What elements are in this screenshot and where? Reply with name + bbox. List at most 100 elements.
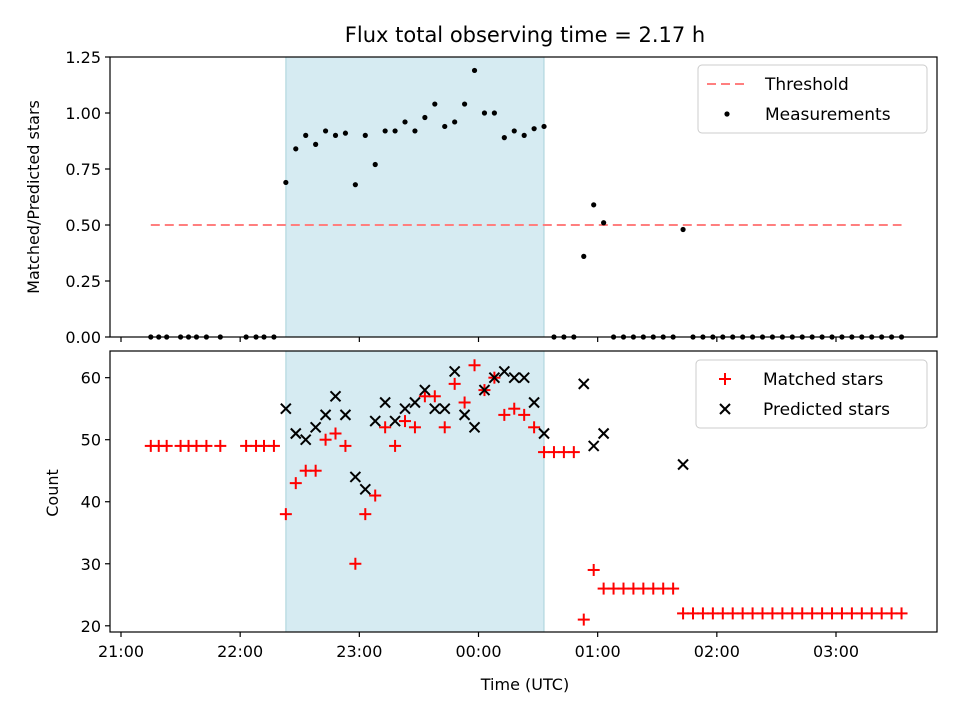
- matched-star-point: [160, 439, 173, 452]
- measurement-point: [501, 135, 507, 141]
- predicted-star-point: [329, 390, 342, 402]
- measurement-point: [452, 119, 458, 125]
- matched-star-point: [468, 359, 481, 372]
- predicted-star-point: [677, 458, 689, 471]
- matched-star-point: [438, 421, 451, 434]
- measurement-point: [372, 161, 378, 168]
- predicted-star-point: [300, 433, 312, 446]
- predicted-star-point: [379, 396, 391, 409]
- predicted-star-point: [429, 402, 441, 415]
- predicted-star-point: [488, 371, 501, 384]
- predicted-star-point: [280, 402, 292, 415]
- matched-star-point: [309, 464, 322, 477]
- y-tick-label: 0.50: [65, 216, 101, 235]
- x-tick-label: 23:00: [336, 642, 382, 661]
- top-y-axis-label: Matched/Predicted stars: [24, 100, 43, 294]
- predicted-star-point: [319, 409, 332, 421]
- matched-star-point: [408, 421, 421, 434]
- predicted-star-point: [468, 421, 481, 434]
- matched-star-point: [587, 563, 600, 576]
- predicted-star-point: [409, 396, 421, 409]
- measurement-point: [471, 67, 478, 74]
- predicted-star-point: [419, 384, 431, 396]
- predicted-star-point: [339, 409, 352, 421]
- top-shaded-span: [285, 56, 545, 338]
- measurement-point: [303, 132, 309, 138]
- matched-star-point: [518, 408, 531, 421]
- measurement-point: [332, 132, 339, 138]
- matched-star-point: [339, 439, 352, 452]
- chart-title: Flux total observing time = 2.17 h: [345, 23, 705, 47]
- measurement-point: [601, 220, 607, 226]
- y-tick-label: 50: [81, 431, 101, 450]
- y-tick-label: 1.00: [65, 104, 101, 123]
- bottom-y-axis-label: Count: [43, 469, 62, 517]
- x-tick-label: 02:00: [694, 642, 740, 661]
- predicted-star-point: [448, 365, 461, 378]
- predicted-star-point: [597, 427, 610, 440]
- measurement-point: [591, 202, 597, 208]
- bottom-legend-box: [695, 359, 928, 429]
- bottom-x-ticks: 21:00 22:00 23:00 00:00 01:00 02:00 03:00: [98, 632, 859, 661]
- measurement-point: [581, 253, 587, 259]
- legend-threshold-label: Threshold: [764, 75, 849, 95]
- x-tick-label: 21:00: [98, 642, 144, 661]
- measurement-point: [461, 101, 468, 107]
- x-tick-label: 22:00: [217, 642, 263, 661]
- predicted-star-point: [478, 384, 491, 396]
- y-tick-label: 0.00: [65, 328, 101, 347]
- predicted-star-point: [369, 415, 381, 427]
- y-tick-label: 60: [81, 369, 101, 388]
- measurement-point: [382, 128, 388, 134]
- predicted-star-point: [528, 396, 540, 409]
- predicted-star-point: [309, 421, 322, 434]
- predicted-star-point: [518, 371, 530, 384]
- y-tick-label: 30: [81, 555, 101, 574]
- x-axis-label: Time (UTC): [480, 675, 569, 694]
- matched-star-point: [279, 508, 292, 521]
- matched-star-point: [359, 508, 372, 521]
- top-measurement-points: [148, 67, 905, 340]
- measurement-point: [481, 110, 488, 116]
- x-tick-label: 03:00: [813, 642, 859, 661]
- y-tick-label: 1.25: [65, 48, 101, 67]
- top-panel: 0.00 0.25 0.50 0.75 1.00 1.25 Matched/Predict…: [24, 48, 938, 347]
- measurement-point: [680, 226, 686, 233]
- x-tick-label: 00:00: [455, 642, 501, 661]
- x-tick-label: 01:00: [575, 642, 621, 661]
- legend-measurements-label: Measurements: [765, 105, 891, 125]
- measurement-point: [442, 123, 448, 130]
- measurement-point: [362, 132, 368, 138]
- legend-measurements-swatch: [724, 111, 730, 117]
- bottom-panel: 20 30 40 50 60 21:00 22:00 23:00 00:00 01:00 02:0…: [43, 350, 938, 694]
- matched-star-point: [349, 557, 362, 570]
- measurement-point: [342, 130, 349, 136]
- measurement-point: [531, 126, 537, 132]
- measurement-point: [322, 128, 329, 134]
- bottom-shaded-span: [285, 350, 545, 633]
- top-y-ticks: 0.00 0.25 0.50 0.75 1.00 1.25: [65, 48, 110, 347]
- measurement-point: [422, 114, 428, 121]
- matched-star-point: [329, 427, 342, 440]
- matched-star-point: [369, 489, 382, 502]
- bottom-count-points: [144, 359, 908, 626]
- measurement-point: [293, 146, 299, 152]
- predicted-star-point: [498, 365, 511, 378]
- y-tick-label: 20: [81, 617, 101, 636]
- matched-star-point: [528, 421, 541, 434]
- y-tick-label: 0.25: [65, 272, 101, 291]
- predicted-star-point: [538, 427, 550, 440]
- predicted-star-point: [439, 402, 451, 415]
- top-legend-box: [697, 64, 928, 134]
- matched-star-point: [319, 433, 332, 446]
- matched-star-point: [289, 477, 302, 490]
- bottom-y-ticks: 20 30 40 50 60: [81, 369, 110, 636]
- measurement-point: [412, 128, 418, 134]
- legend-matched-swatch: [719, 373, 731, 385]
- matched-star-point: [895, 607, 908, 620]
- measurement-point: [541, 123, 547, 130]
- measurement-point: [392, 128, 398, 134]
- measurement-point: [432, 101, 438, 107]
- matched-star-point: [508, 402, 521, 415]
